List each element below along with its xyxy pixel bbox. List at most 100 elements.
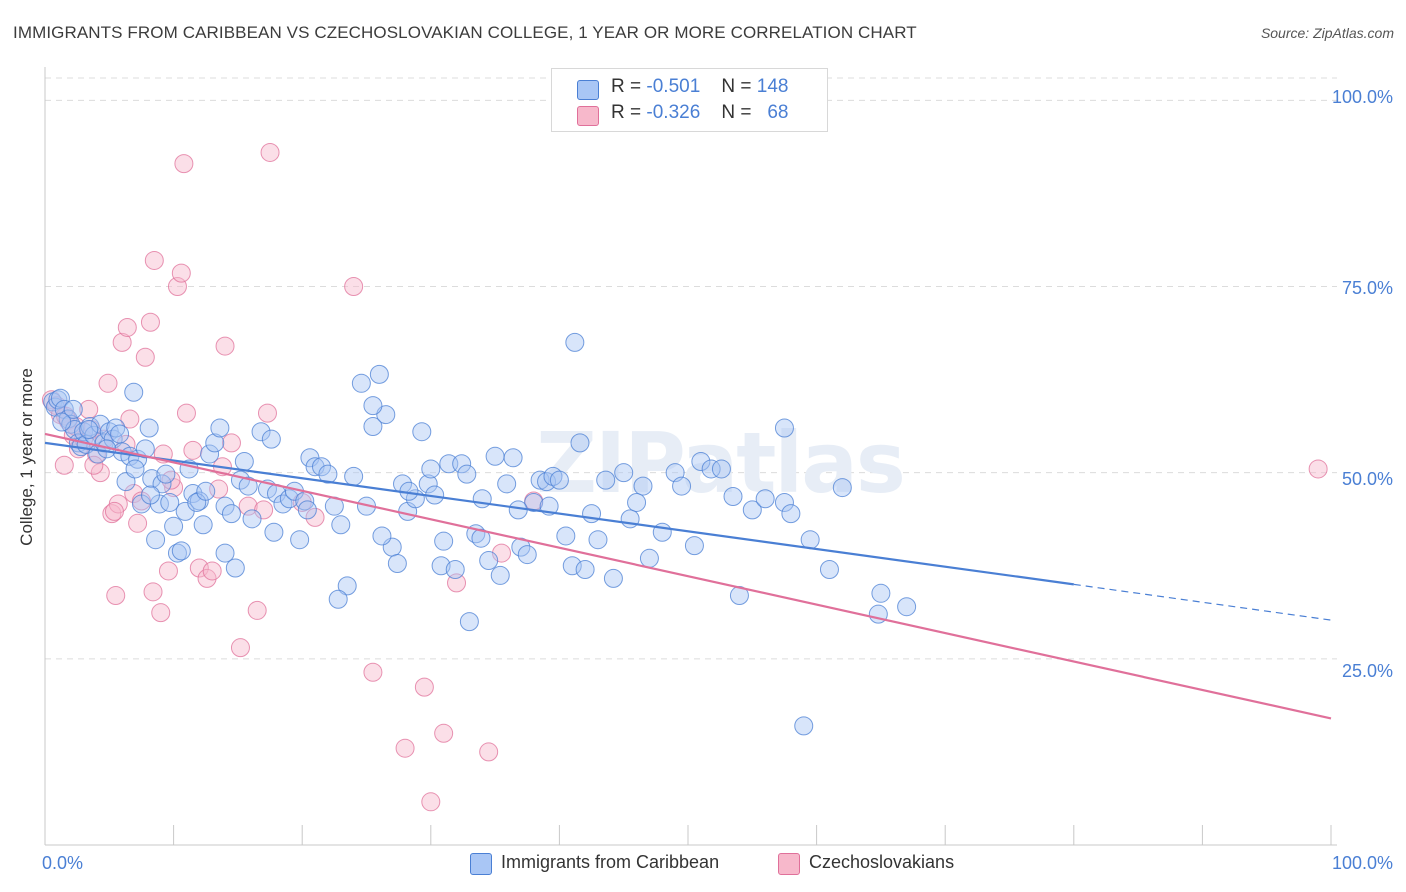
data-point <box>472 489 492 509</box>
data-point <box>104 501 124 521</box>
data-point <box>156 464 176 484</box>
data-point <box>106 418 126 438</box>
data-point <box>387 554 407 574</box>
data-point <box>124 382 144 402</box>
data-point <box>421 792 441 812</box>
data-point <box>210 418 230 438</box>
data-point <box>897 597 917 617</box>
data-point <box>251 422 271 442</box>
data-point <box>588 530 608 550</box>
data-point <box>128 513 148 533</box>
legend-r-label: R = <box>611 102 642 123</box>
legend-r-value: -0.501 <box>646 76 701 97</box>
data-point <box>701 459 721 479</box>
data-point <box>517 545 537 565</box>
legend-n-value: 68 <box>767 102 789 123</box>
data-point <box>221 433 241 453</box>
data-point <box>242 509 262 529</box>
chart-title: IMMIGRANTS FROM CARIBBEAN VS CZECHOSLOVA… <box>13 23 917 42</box>
data-point <box>297 500 317 520</box>
data-point <box>238 496 258 516</box>
data-point <box>556 526 576 546</box>
data-point <box>98 373 118 393</box>
data-point <box>603 568 623 588</box>
data-point <box>503 448 523 468</box>
data-point <box>633 476 653 496</box>
data-point <box>774 492 794 512</box>
data-point <box>742 500 762 520</box>
data-point <box>328 589 348 609</box>
data-point <box>452 454 472 474</box>
data-point <box>871 583 891 603</box>
data-point <box>112 332 132 352</box>
data-point <box>164 516 184 536</box>
data-point <box>318 464 338 484</box>
data-point <box>151 603 171 623</box>
data-point <box>142 469 162 489</box>
legend-n-label: N = <box>721 102 752 123</box>
data-point <box>139 418 159 438</box>
series-label-czechoslovakians: Czechoslovakians <box>809 852 955 872</box>
data-point <box>543 466 563 486</box>
data-point <box>221 504 241 524</box>
trend-lines <box>44 432 1332 720</box>
data-point <box>189 558 209 578</box>
data-point <box>140 485 160 505</box>
data-point <box>146 530 166 550</box>
data-points <box>41 142 1328 812</box>
source-credit: Source: ZipAtlas.com <box>1260 25 1394 41</box>
data-point <box>832 478 852 498</box>
data-point <box>171 263 191 283</box>
data-point <box>215 496 235 516</box>
data-point <box>106 586 126 606</box>
data-point <box>260 142 280 162</box>
data-point <box>230 638 250 658</box>
data-point <box>79 419 99 439</box>
data-point <box>200 444 220 464</box>
series-caribbean-points <box>43 332 917 736</box>
data-point <box>351 373 371 393</box>
data-point <box>434 723 454 743</box>
x-tick-label-100: 100.0% <box>1331 853 1393 873</box>
data-point <box>247 600 267 620</box>
y-tick-label-100: 100.0% <box>1331 87 1393 107</box>
data-point <box>74 422 94 442</box>
data-point <box>344 277 364 297</box>
trend-line-czechoslovakians <box>44 432 1332 720</box>
data-point <box>257 403 277 423</box>
data-point <box>372 526 392 546</box>
data-point <box>614 463 634 483</box>
data-point <box>549 470 569 490</box>
y-axis-label: College, 1 year or more <box>17 368 36 546</box>
data-point <box>497 474 517 494</box>
data-point <box>565 332 585 352</box>
data-point <box>174 154 194 174</box>
series-label-caribbean: Immigrants from Caribbean <box>501 852 720 872</box>
data-point <box>124 484 144 504</box>
data-point <box>238 476 258 496</box>
data-point <box>479 551 499 571</box>
data-point <box>459 612 479 632</box>
data-point <box>479 742 499 762</box>
axes <box>44 67 1337 846</box>
legend-n-label: N = <box>721 76 752 97</box>
data-point <box>63 399 83 419</box>
data-point <box>215 336 235 356</box>
data-point <box>202 561 222 581</box>
data-point <box>110 424 130 444</box>
data-point <box>331 515 351 535</box>
data-point <box>264 522 284 542</box>
data-point <box>144 250 164 270</box>
data-point <box>140 312 160 332</box>
x-tick-label-0: 0.0% <box>42 853 84 873</box>
data-point <box>490 565 510 585</box>
data-point <box>205 433 225 453</box>
data-point <box>431 556 451 576</box>
data-point <box>176 403 196 423</box>
data-point <box>158 561 178 581</box>
data-point <box>485 446 505 466</box>
data-point <box>50 388 70 408</box>
data-point <box>596 470 616 490</box>
data-point <box>261 429 281 449</box>
